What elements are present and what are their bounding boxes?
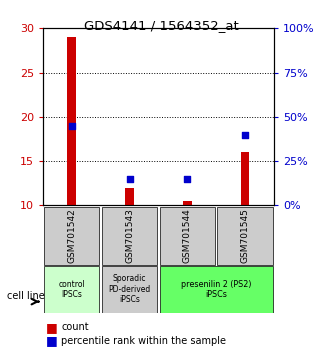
Bar	[241, 152, 249, 205]
Bar	[44, 206, 99, 265]
Bar	[159, 267, 273, 313]
Text: Sporadic
PD-derived
iPSCs: Sporadic PD-derived iPSCs	[108, 274, 151, 304]
Bar	[102, 267, 157, 313]
Bar	[183, 201, 192, 205]
Bar	[67, 37, 76, 205]
Text: ■: ■	[46, 334, 58, 347]
Text: count: count	[61, 322, 89, 332]
Text: GSM701542: GSM701542	[67, 208, 76, 263]
Point	[184, 176, 190, 182]
Text: presenilin 2 (PS2)
iPSCs: presenilin 2 (PS2) iPSCs	[181, 280, 251, 299]
Point	[127, 176, 132, 182]
Bar	[44, 267, 99, 313]
Text: GSM701544: GSM701544	[183, 208, 192, 263]
Bar	[159, 206, 215, 265]
Bar	[125, 188, 134, 205]
Bar	[102, 206, 157, 265]
Point	[242, 132, 248, 137]
Text: ■: ■	[46, 321, 58, 334]
Text: GDS4141 / 1564352_at: GDS4141 / 1564352_at	[84, 19, 239, 33]
Text: cell line: cell line	[7, 291, 44, 301]
Text: percentile rank within the sample: percentile rank within the sample	[61, 336, 226, 346]
Text: GSM701543: GSM701543	[125, 208, 134, 263]
Point	[69, 123, 74, 129]
Bar	[217, 206, 273, 265]
Text: control
IPSCs: control IPSCs	[58, 280, 85, 299]
Text: GSM701545: GSM701545	[241, 208, 249, 263]
